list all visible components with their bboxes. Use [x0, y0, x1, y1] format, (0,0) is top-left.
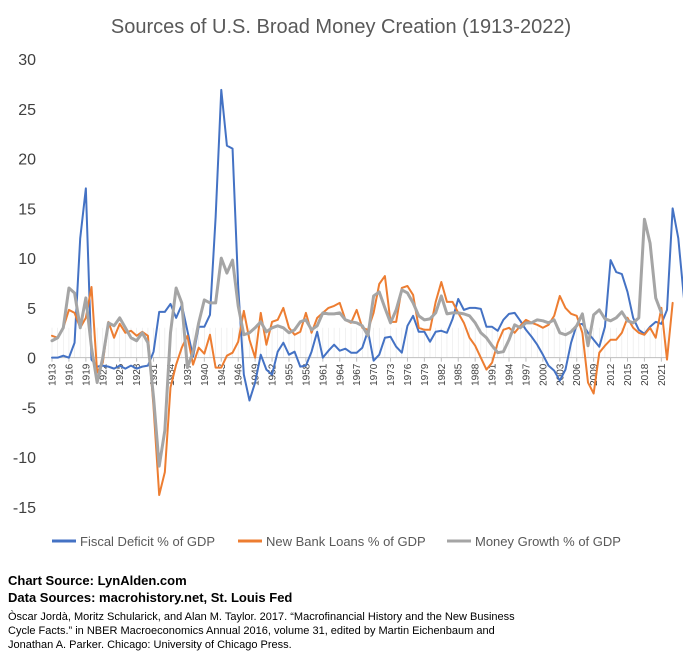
y-tick-label: 10: [18, 251, 36, 268]
x-tick-label: 1985: [454, 363, 465, 386]
legend-label: Fiscal Deficit % of GDP: [80, 534, 215, 549]
x-tick-label: 1937: [183, 363, 194, 386]
y-axis: -15 -10 -5 0 5 10 15 20 25 30: [13, 52, 36, 517]
y-tick-label: 0: [27, 351, 36, 368]
x-tick-label: 2012: [606, 363, 617, 386]
x-tick-label: 2021: [657, 363, 668, 386]
y-tick-label: 20: [18, 152, 36, 169]
chart-title: Sources of U.S. Broad Money Creation (19…: [111, 16, 571, 38]
x-tick-label: 1973: [386, 363, 397, 386]
y-tick-label: -15: [13, 500, 36, 517]
x-tick-label: 1997: [521, 363, 532, 386]
legend-label: Money Growth % of GDP: [475, 534, 621, 549]
y-tick-label: 25: [18, 102, 36, 119]
x-tick-label: 1925: [115, 363, 126, 386]
x-tick-label: 1976: [403, 363, 414, 386]
x-tick-label: 1940: [200, 363, 211, 386]
series-layer: [50, 88, 683, 497]
x-tick-label: 1958: [301, 363, 312, 386]
x-tick-label: 1967: [352, 363, 363, 386]
y-tick-label: 15: [18, 201, 36, 218]
y-tick-label: 5: [27, 301, 36, 318]
citation-text: Òscar Jordà, Moritz Schularick, and Alan…: [8, 611, 515, 651]
credits: Chart Source: LynAlden.com Data Sources:…: [8, 572, 678, 652]
y-tick-label: -5: [22, 400, 36, 417]
x-tick-label: 2000: [538, 363, 549, 386]
x-tick-label: 1982: [437, 363, 448, 386]
x-tick-label: 2015: [623, 363, 634, 386]
x-tick-label: 1931: [149, 363, 160, 386]
x-tick-label: 1955: [284, 363, 295, 386]
chart: Sources of U.S. Broad Money Creation (19…: [12, 16, 683, 549]
x-tick-label: 2009: [589, 363, 600, 386]
chart-source-text: Chart Source: LynAlden.com: [8, 573, 187, 588]
y-tick-label: 30: [18, 52, 36, 69]
x-tick-label: 1994: [505, 363, 516, 386]
x-tick-label: 1964: [335, 363, 346, 386]
series-line-3: [50, 217, 663, 468]
x-tick-label: 1928: [132, 363, 143, 386]
x-tick-label: 1922: [98, 363, 109, 386]
data-sources-text: Data Sources: macrohistory.net, St. Loui…: [8, 590, 293, 605]
x-tick-label: 2018: [640, 363, 651, 386]
legend-label: New Bank Loans % of GDP: [266, 534, 426, 549]
x-tick-label: 2006: [572, 363, 583, 386]
x-tick-label: 1916: [64, 363, 75, 386]
x-tick-label: 1970: [369, 363, 380, 386]
x-tick-label: 1991: [488, 363, 499, 386]
y-tick-label: -10: [13, 450, 36, 467]
x-tick-label: 1988: [471, 363, 482, 386]
x-tick-label: 1919: [81, 363, 92, 386]
x-tick-label: 1913: [48, 363, 59, 386]
x-tick-label: 1946: [234, 363, 245, 386]
x-tick-label: 1943: [217, 363, 228, 386]
legend: Fiscal Deficit % of GDP New Bank Loans % …: [52, 534, 621, 549]
x-tick-label: 1961: [318, 363, 329, 386]
x-tick-label: 1979: [420, 363, 431, 386]
x-tick-label: 1934: [166, 363, 177, 386]
x-tick-label: 2003: [555, 363, 566, 386]
